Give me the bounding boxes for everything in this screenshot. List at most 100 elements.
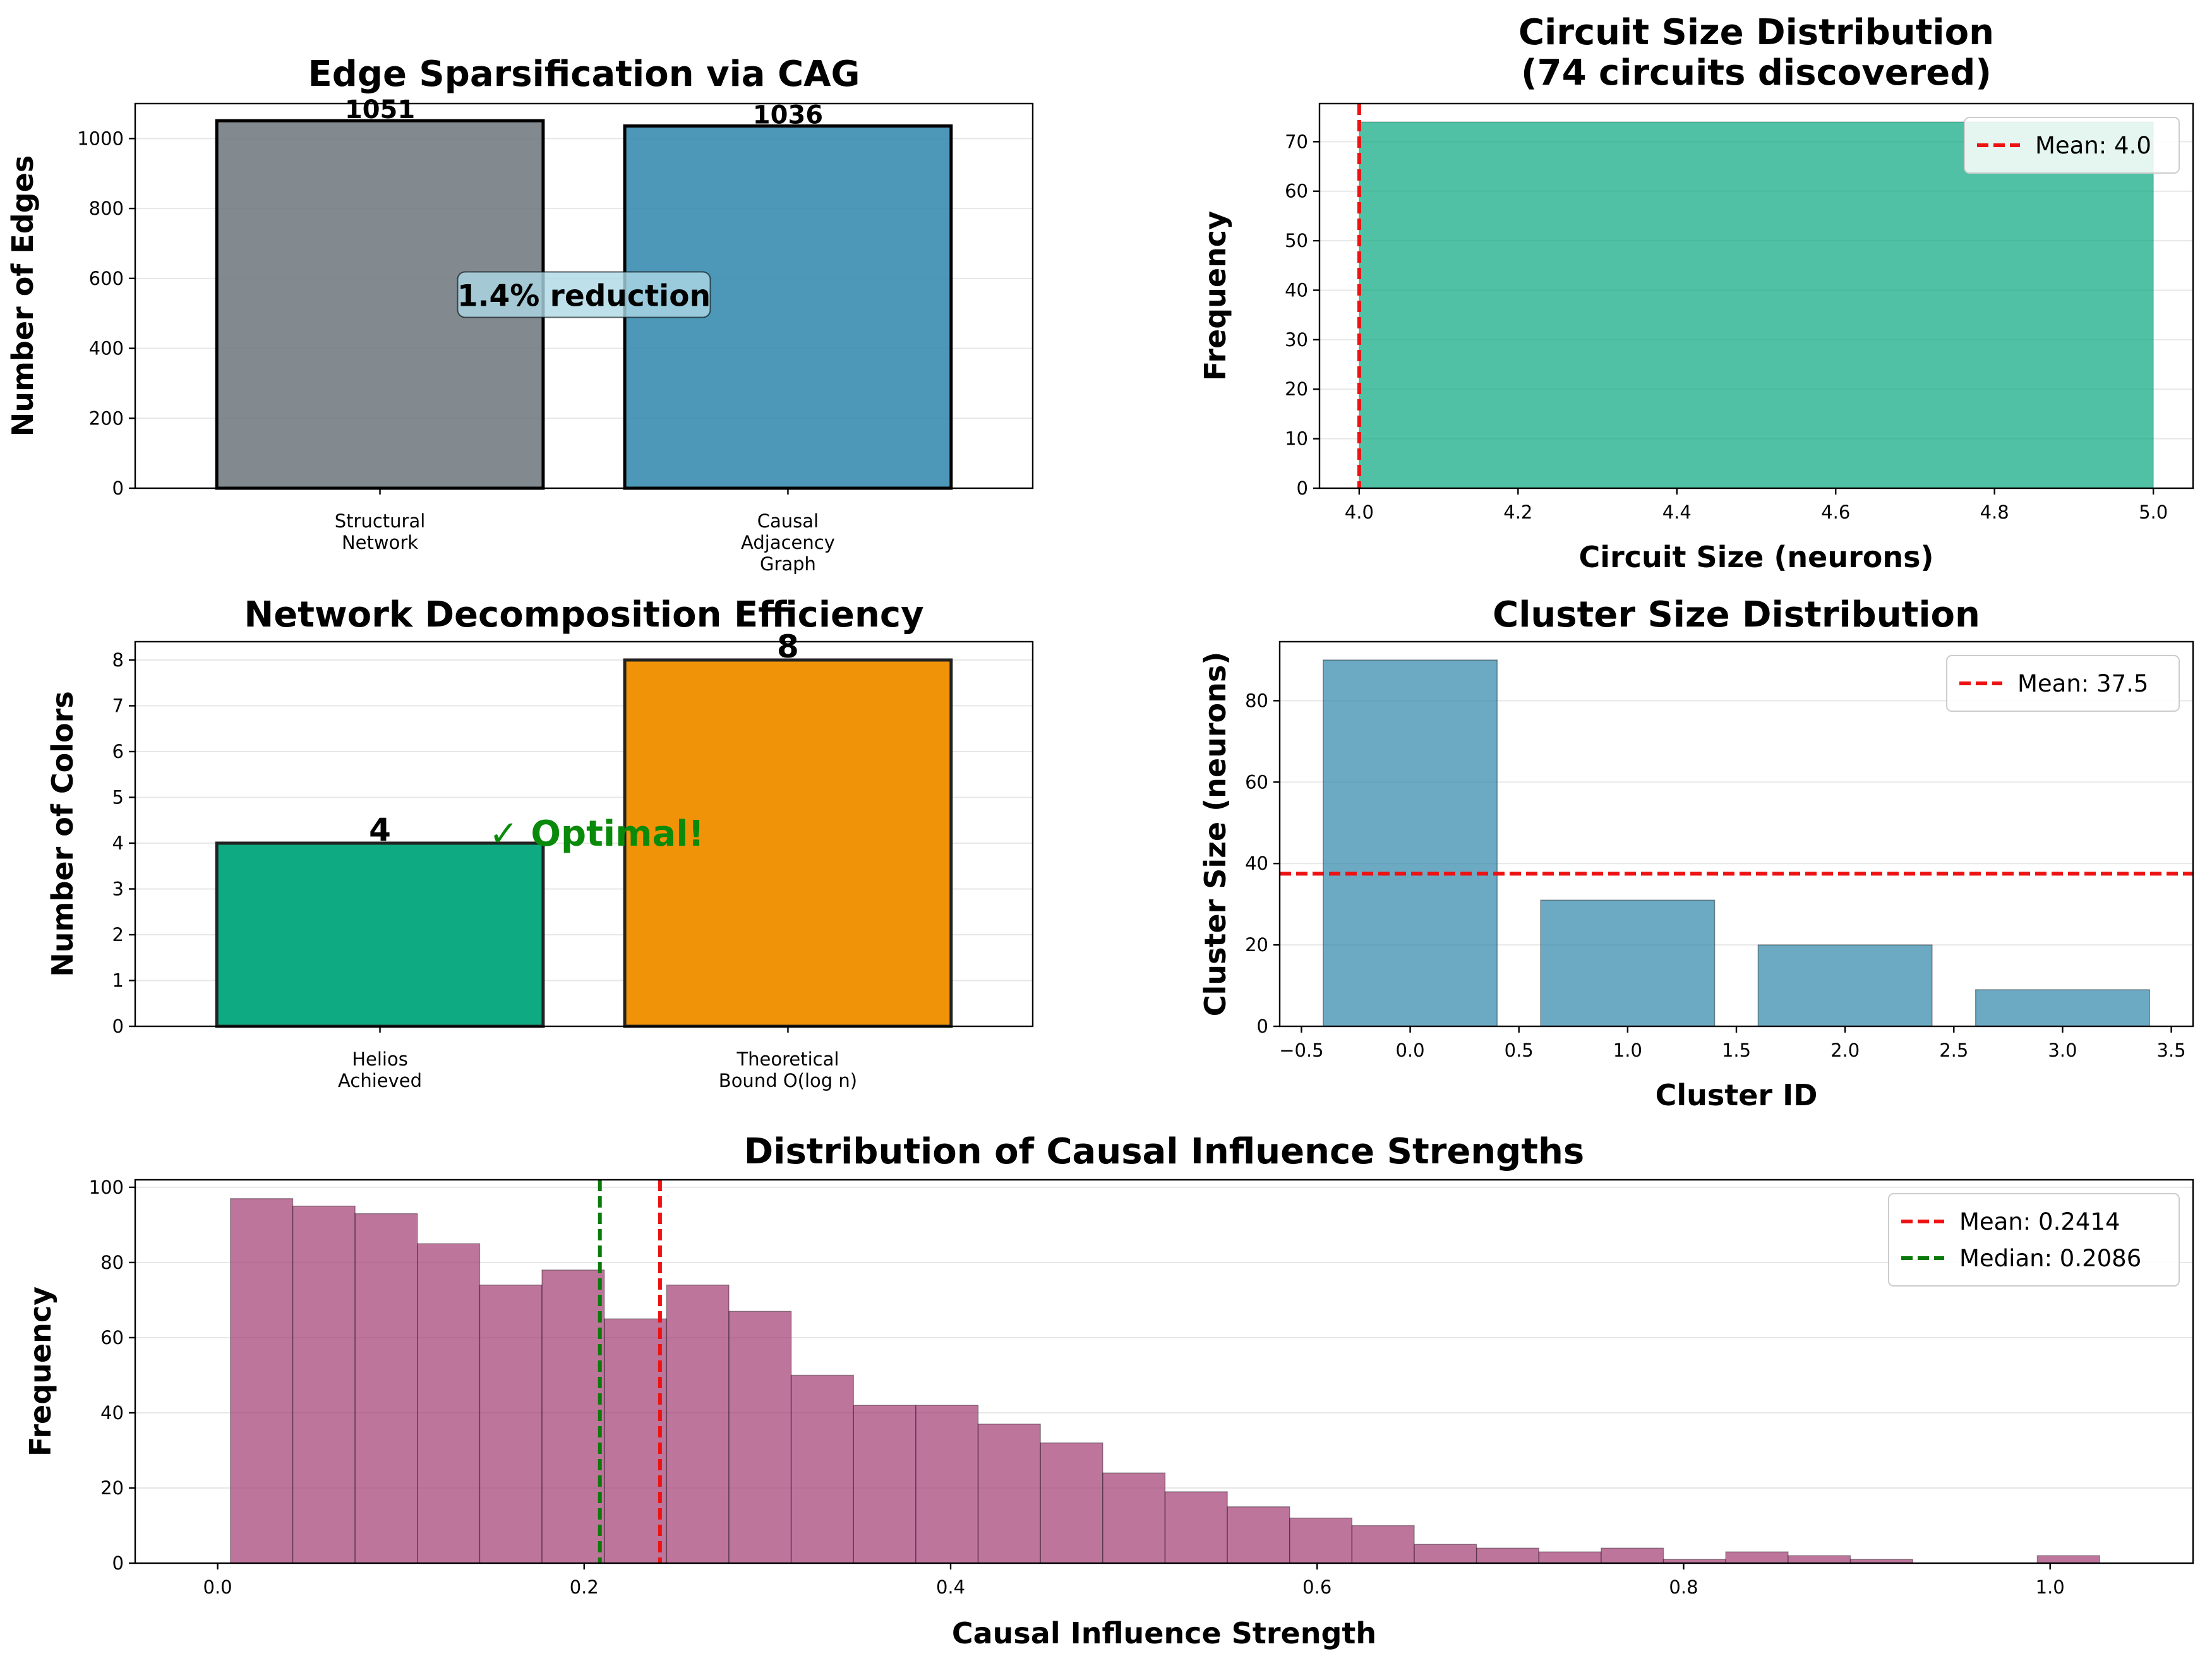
x-tick-label: 1.0 [2036,1576,2065,1598]
y-axis-label: Frequency [1198,211,1232,381]
histogram-bar [728,1311,792,1564]
axes-frame [134,640,1034,1028]
histogram-bar [1102,1472,1166,1564]
x-tick-label: 4.0 [1345,501,1374,523]
y-tick-label: 40 [1245,853,1268,874]
y-tick-label: 2 [112,924,124,945]
legend-label: Mean: 37.5 [2017,670,2148,697]
x-tick-label: 4.2 [1503,501,1532,523]
histogram-bar [1227,1506,1290,1564]
y-tick-label: 0 [112,1552,124,1574]
panel-p5: 0.0 0.2 0.4 0.6 0.8 1.0 0 20 40 60 80 100 Mean: 0.24… [23,1131,2194,1650]
histogram-bar [1725,1551,1789,1564]
bar-value-label: 8 [777,628,799,665]
y-tick-label: 5 [112,787,124,808]
y-tick-label: 20 [100,1477,124,1499]
y-tick-label: 70 [1285,131,1308,152]
histogram-bar [292,1205,356,1564]
histogram-bar [666,1284,730,1564]
y-tick-label: 1000 [77,128,124,149]
y-tick-label: 80 [1245,690,1268,711]
histogram-bar [1414,1544,1477,1564]
histogram-bar [354,1213,418,1564]
y-tick-label: 60 [100,1327,124,1348]
chart-title: Distribution of Causal Influence Strengt… [744,1131,1584,1172]
y-tick-label: 20 [1285,378,1308,400]
y-tick-label: 1 [112,970,124,992]
histogram-bar [230,1198,294,1564]
bar-value-label: 1051 [345,95,415,124]
chart-title: Circuit Size Distribution (74 circuits di… [1518,12,1994,93]
x-axis-label: Causal Influence Strength [952,1616,1376,1650]
y-axis-label: Frequency [23,1287,57,1456]
x-tick-label: 0.5 [1505,1040,1534,1061]
y-tick-label: 50 [1285,230,1308,251]
histogram-bar [603,1318,668,1564]
x-tick-label: 0.2 [570,1576,599,1598]
y-tick-label: 7 [112,695,124,717]
panel-p2: 4.0 4.2 4.4 4.6 4.8 5.0 0 10 20 30 40 50 60 70 Mean: 4… [1198,12,2194,574]
y-tick-label: 10 [1285,428,1308,450]
panel-p4: −0.5 0.0 0.5 1.0 1.5 2.0 2.5 3.0 3.5 0 20 40 60 80 Mea… [1198,594,2194,1112]
x-tick-label: Helios Achieved [338,1048,422,1091]
axes-frame [1278,640,2194,1028]
histogram-bar [1351,1525,1415,1564]
panel-p3: 4 Helios Achieved 8 Theoretical Bound O(log n… [45,594,1034,1091]
histogram-bar [1476,1547,1540,1564]
histogram-bar [977,1424,1041,1564]
x-tick-label: 4.8 [1980,501,2009,523]
x-tick-label: 2.0 [1830,1040,1860,1061]
histogram-bar [1538,1551,1602,1564]
histogram-bar [1788,1555,1851,1564]
y-tick-label: 80 [100,1252,124,1273]
legend-box [1946,655,2180,712]
x-tick-label: 0.4 [936,1576,965,1598]
histogram-bar [1359,121,2154,489]
histogram-bar [790,1374,855,1564]
x-tick-label: Causal Adjacency Graph [741,510,835,575]
x-tick-label: Structural Network [335,510,426,553]
annotation-box [457,271,711,318]
y-axis-label: Number of Colors [45,691,80,976]
y-tick-label: 20 [1245,934,1268,956]
x-axis-label: Cluster ID [1656,1078,1818,1112]
y-tick-label: 0 [112,1016,124,1037]
y-tick-label: 40 [100,1402,124,1424]
y-axis-label: Cluster Size (neurons) [1198,652,1232,1017]
y-tick-label: 30 [1285,329,1308,351]
x-tick-label: 4.6 [1821,501,1850,523]
y-tick-label: 4 [112,832,124,854]
axes-frame [1318,102,2194,489]
y-axis-label: Number of Edges [6,155,40,437]
histogram-bar [1601,1547,1664,1564]
x-tick-label: 3.5 [2157,1040,2186,1061]
x-tick-label: 0.6 [1302,1576,1331,1598]
legend-label: Median: 0.2086 [1959,1245,2141,1272]
bar [623,658,953,1028]
histogram-bar [853,1405,917,1564]
bar [1757,944,1933,1027]
y-tick-label: 100 [89,1177,124,1198]
histogram-bar [1040,1442,1103,1564]
y-tick-label: 0 [1257,1016,1268,1037]
legend-box [1964,117,2180,174]
y-tick-label: 400 [89,338,124,359]
y-tick-label: 3 [112,879,124,900]
histogram-bar [915,1405,979,1564]
legend-label: Mean: 0.2414 [1959,1208,2120,1235]
bar [215,841,545,1028]
x-tick-label: 0.8 [1669,1576,1698,1598]
chart-title: Network Decomposition Efficiency [244,594,923,635]
y-tick-label: 800 [89,198,124,219]
histogram-bar [417,1243,481,1564]
x-tick-label: 5.0 [2139,501,2168,523]
y-tick-label: 0 [112,477,124,499]
annotation-text: 1.4% reduction [457,279,711,314]
bar-value-label: 1036 [753,100,823,129]
axes-frame [134,102,1034,489]
bar [1323,659,1498,1027]
x-tick-label: 3.0 [2048,1040,2077,1061]
y-tick-label: 0 [1297,477,1308,499]
legend-box [1888,1193,2180,1287]
bar-value-label: 4 [369,812,391,848]
